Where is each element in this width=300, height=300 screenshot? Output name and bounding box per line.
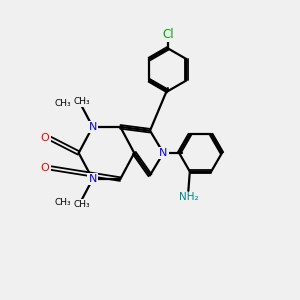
Text: O: O bbox=[41, 133, 50, 143]
Text: O: O bbox=[41, 133, 50, 143]
Text: N: N bbox=[88, 174, 97, 184]
Text: NH₂: NH₂ bbox=[178, 192, 198, 203]
Text: O: O bbox=[41, 163, 50, 173]
Text: CH₃: CH₃ bbox=[73, 97, 90, 106]
Text: N: N bbox=[159, 148, 168, 158]
Text: O: O bbox=[41, 163, 50, 173]
Text: N: N bbox=[159, 148, 168, 158]
Text: N: N bbox=[88, 174, 97, 184]
Text: CH₃: CH₃ bbox=[55, 198, 71, 207]
Text: Cl: Cl bbox=[162, 28, 174, 41]
Text: CH₃: CH₃ bbox=[55, 99, 71, 108]
Text: N: N bbox=[88, 122, 97, 132]
Text: NH₂: NH₂ bbox=[178, 192, 198, 203]
Text: N: N bbox=[88, 122, 97, 132]
Text: CH₃: CH₃ bbox=[73, 200, 90, 209]
Text: Cl: Cl bbox=[162, 31, 173, 40]
